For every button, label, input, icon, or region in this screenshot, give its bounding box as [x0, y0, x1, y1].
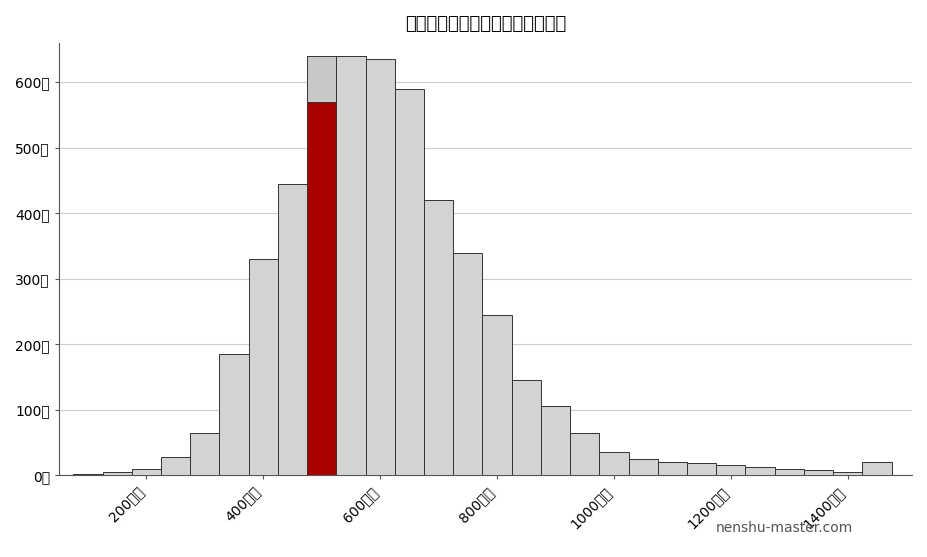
Bar	[220, 354, 248, 475]
Bar	[161, 457, 190, 475]
Bar	[717, 466, 745, 475]
Bar	[600, 452, 629, 475]
Bar	[862, 462, 892, 475]
Bar	[687, 463, 717, 475]
Bar	[278, 184, 307, 475]
Bar	[73, 474, 103, 475]
Bar	[570, 433, 600, 475]
Bar	[424, 200, 453, 475]
Bar	[629, 459, 658, 475]
Title: アイビー化粧品の年収ポジション: アイビー化粧品の年収ポジション	[405, 15, 566, 33]
Bar	[103, 472, 132, 475]
Bar	[512, 380, 541, 475]
Bar	[132, 468, 161, 475]
Bar	[337, 56, 365, 475]
Bar	[453, 252, 482, 475]
Bar	[775, 468, 804, 475]
Bar	[541, 407, 570, 475]
Bar	[307, 102, 337, 475]
Bar	[745, 467, 775, 475]
Bar	[190, 433, 220, 475]
Bar	[833, 472, 862, 475]
Bar	[658, 462, 687, 475]
Text: nenshu-master.com: nenshu-master.com	[716, 521, 853, 535]
Bar	[307, 56, 337, 102]
Bar	[482, 315, 512, 475]
Bar	[248, 259, 278, 475]
Bar	[395, 89, 424, 475]
Bar	[365, 59, 395, 475]
Bar	[804, 470, 833, 475]
